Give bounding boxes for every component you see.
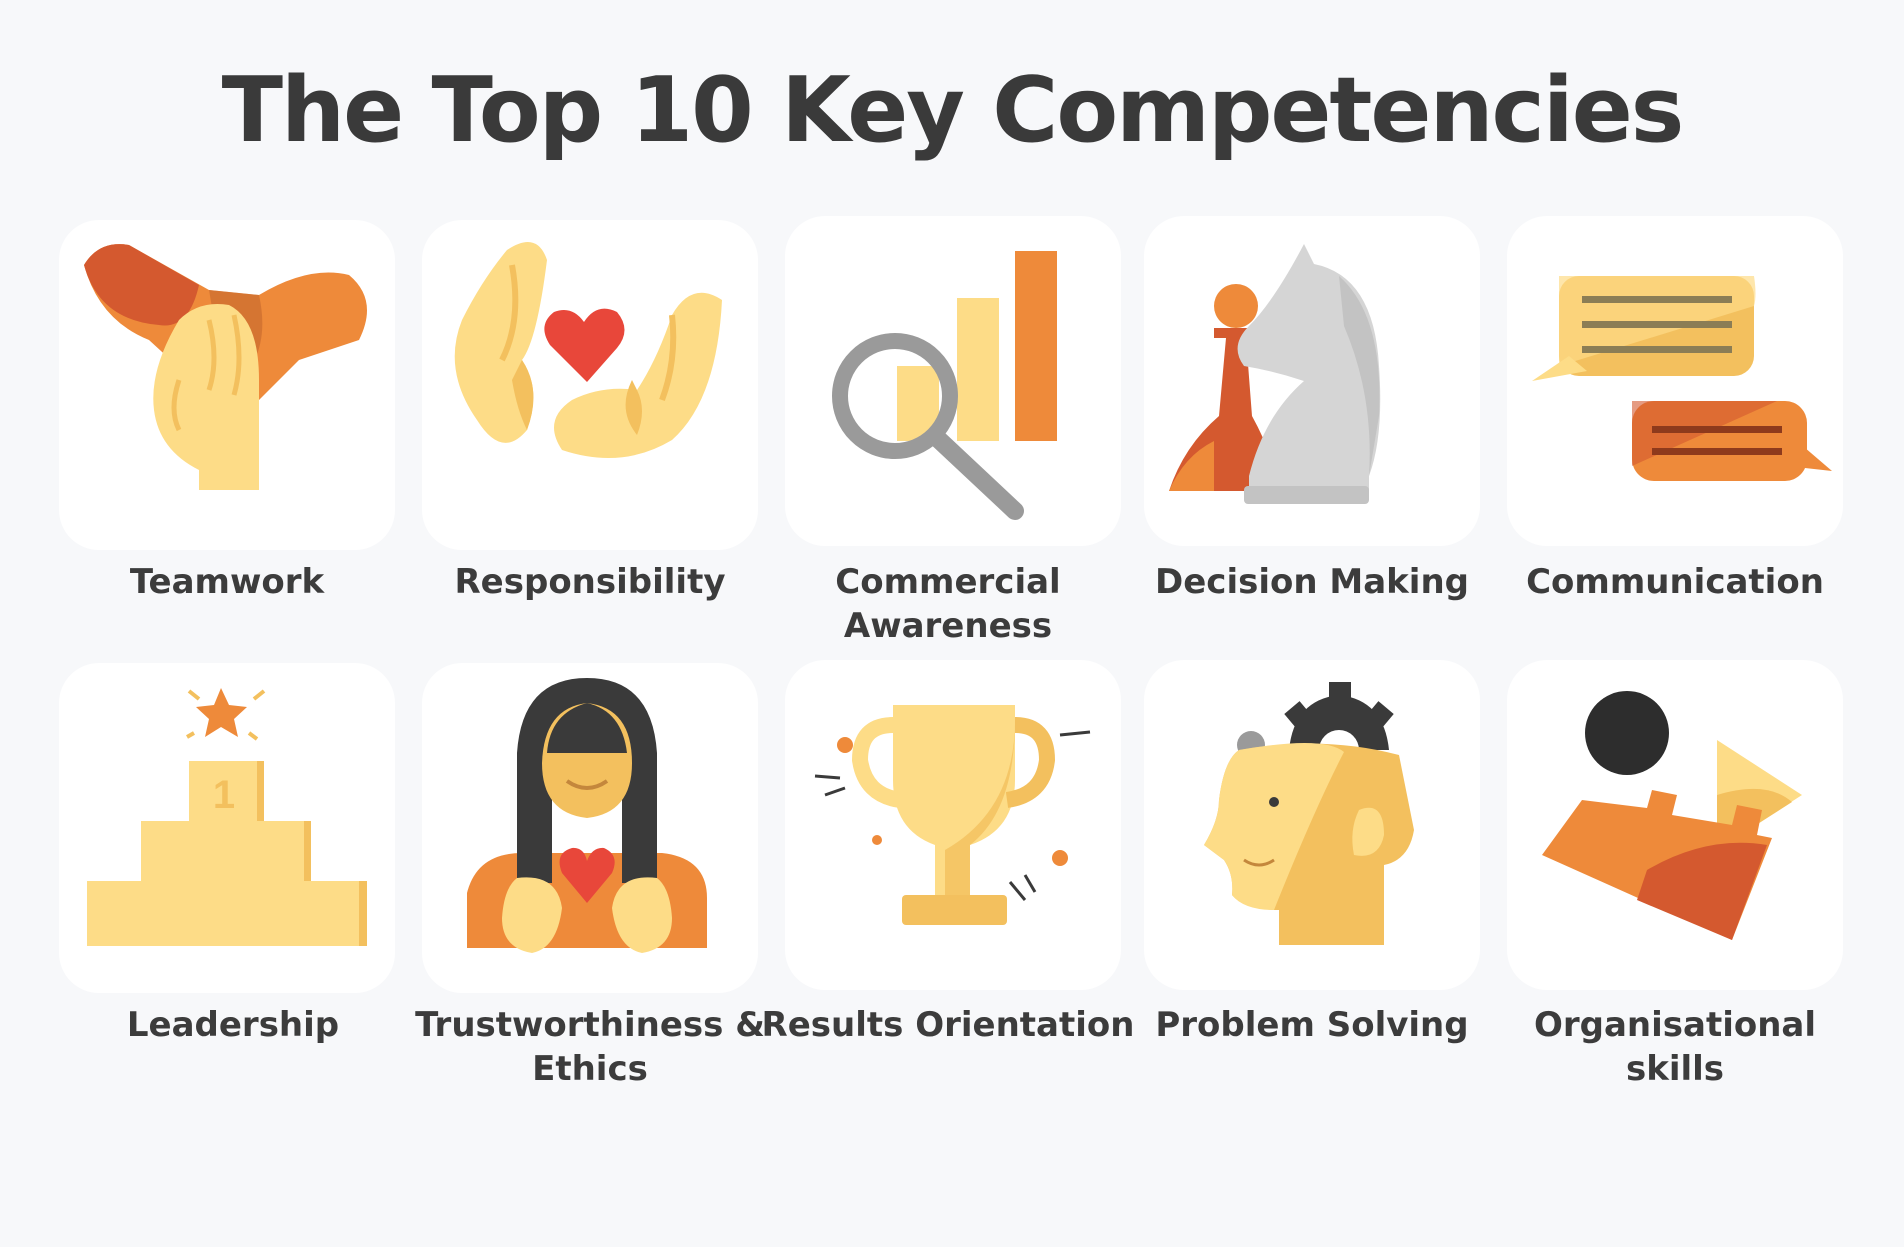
competency-card-responsibility <box>422 220 758 550</box>
person-holding-heart-icon <box>467 678 707 953</box>
head-with-gears-icon <box>1204 682 1414 945</box>
competency-card-teamwork <box>59 220 395 550</box>
stacked-hands-icon <box>84 244 367 490</box>
competency-label-problem-solving: Problem Solving <box>1155 1005 1469 1045</box>
chess-pieces-icon <box>1169 244 1381 504</box>
competency-card-leadership: 1 <box>59 663 395 993</box>
competency-card-decision-making <box>1144 216 1480 546</box>
podium-star-icon: 1 <box>87 688 367 946</box>
competency-label-communication: Communication <box>1526 562 1824 602</box>
trophy-icon <box>814 705 1091 925</box>
competency-label-results-orientation: Results Orientation <box>761 1005 1135 1045</box>
competency-label-decision-making: Decision Making <box>1155 562 1469 602</box>
svg-text:1: 1 <box>213 773 235 817</box>
arranged-shapes-icon <box>1542 691 1802 940</box>
page-title: The Top 10 Key Competencies <box>221 58 1685 163</box>
competency-card-commercial-awareness <box>785 216 1121 546</box>
hands-holding-heart-icon <box>454 242 722 458</box>
competency-card-problem-solving <box>1144 660 1480 990</box>
competency-label-leadership: Leadership <box>126 1005 340 1045</box>
magnifier-bar-chart-icon <box>832 251 1057 520</box>
competency-card-communication <box>1507 216 1843 546</box>
competency-card-results-orientation <box>785 660 1121 990</box>
competency-label-responsibility: Responsibility <box>454 562 726 602</box>
competency-label-trustworthiness: Trustworthiness & Ethics <box>415 1005 765 1089</box>
competency-label-commercial-awareness: Commercial Awareness <box>835 562 1061 646</box>
competency-card-trustworthiness <box>422 663 758 993</box>
competency-card-organisational-skills <box>1507 660 1843 990</box>
competency-label-organisational-skills: Organisational skills <box>1533 1005 1817 1089</box>
competency-label-teamwork: Teamwork <box>129 562 325 602</box>
speech-bubbles-icon <box>1532 276 1832 481</box>
